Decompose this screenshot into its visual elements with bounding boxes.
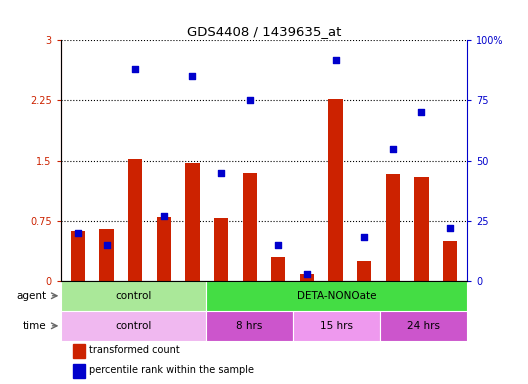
- Point: [417, 109, 426, 116]
- Bar: [128, 159, 143, 281]
- Bar: [414, 177, 429, 281]
- Bar: [242, 172, 257, 281]
- Bar: [61, 281, 206, 311]
- Point: [102, 242, 111, 248]
- Point: [446, 225, 454, 231]
- Bar: [99, 228, 114, 281]
- Point: [131, 66, 139, 72]
- Bar: [185, 163, 200, 281]
- Bar: [73, 364, 85, 378]
- Text: 8 hrs: 8 hrs: [237, 321, 262, 331]
- Text: agent: agent: [16, 291, 46, 301]
- Bar: [214, 218, 228, 281]
- Text: 24 hrs: 24 hrs: [407, 321, 440, 331]
- Bar: [61, 311, 206, 341]
- Point: [332, 56, 340, 63]
- Bar: [206, 311, 293, 341]
- Text: control: control: [115, 321, 152, 331]
- Bar: [443, 241, 457, 281]
- Point: [303, 270, 311, 276]
- Bar: [300, 274, 314, 281]
- Bar: [380, 311, 467, 341]
- Bar: [271, 257, 286, 281]
- Bar: [385, 174, 400, 281]
- Text: transformed count: transformed count: [89, 345, 180, 355]
- Text: time: time: [23, 321, 46, 331]
- Text: DETA-NONOate: DETA-NONOate: [297, 291, 376, 301]
- Text: control: control: [115, 291, 152, 301]
- Point: [159, 213, 168, 219]
- Bar: [73, 344, 85, 358]
- Bar: [328, 99, 343, 281]
- Bar: [357, 261, 371, 281]
- Point: [360, 234, 369, 240]
- Point: [389, 146, 397, 152]
- Text: 15 hrs: 15 hrs: [320, 321, 353, 331]
- Bar: [71, 231, 85, 281]
- Point: [246, 98, 254, 104]
- Point: [188, 73, 196, 79]
- Text: percentile rank within the sample: percentile rank within the sample: [89, 365, 254, 375]
- Bar: [293, 311, 380, 341]
- Bar: [206, 281, 467, 311]
- Bar: [157, 217, 171, 281]
- Point: [74, 230, 82, 236]
- Point: [217, 169, 225, 175]
- Title: GDS4408 / 1439635_at: GDS4408 / 1439635_at: [187, 25, 341, 38]
- Point: [274, 242, 282, 248]
